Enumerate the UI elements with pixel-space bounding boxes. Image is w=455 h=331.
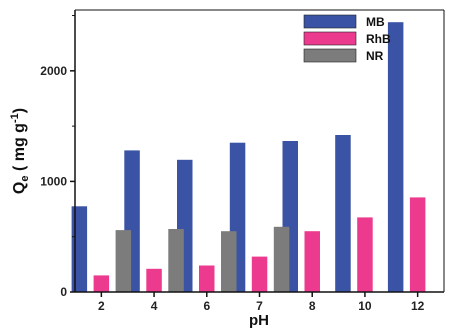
x-tick-label: 6 (203, 299, 210, 313)
y-tick-label: 1000 (40, 174, 67, 188)
y-axis-title-main: Q (11, 182, 28, 194)
bar-mb-ph-12 (387, 22, 404, 292)
y-axis-title-unit-close: ) (11, 108, 28, 113)
x-tick-label: 7 (256, 299, 263, 313)
bar-nr-ph-4 (168, 229, 184, 292)
bar-nr-ph-2 (115, 230, 132, 292)
x-tick-label: 10 (358, 299, 372, 313)
legend: MB RhB NR (303, 14, 391, 63)
x-tick-label: 8 (309, 299, 316, 313)
bar-mb-ph-2 (71, 206, 88, 292)
bar-rhb-ph-7 (251, 256, 268, 292)
y-axis-title-unit-sup: -1 (9, 113, 21, 123)
bar-rhb-ph-8 (304, 231, 320, 292)
x-tick-label: 4 (151, 299, 158, 313)
x-axis-title: pH (249, 312, 269, 329)
y-axis-title-sub: e (19, 175, 31, 181)
y-ticks-group: 0 1000 2000 (40, 15, 75, 299)
bar-mb-ph-10 (335, 135, 351, 292)
x-tick-label: 12 (411, 299, 425, 313)
bar-rhb-ph-10 (357, 217, 373, 292)
legend-label-mb: MB (366, 15, 385, 29)
y-axis-title-unit: ( mg g (11, 123, 28, 175)
bars-group (71, 22, 426, 292)
bar-rhb-ph-12 (409, 197, 426, 292)
x-ticks-group: 2 4 6 7 8 10 12 (98, 292, 425, 313)
y-tick-label: 2000 (40, 64, 67, 78)
bar-nr-ph-7 (273, 226, 290, 292)
legend-label-rhb: RhB (366, 32, 391, 46)
bar-rhb-ph-4 (146, 268, 162, 292)
bar-rhb-ph-6 (199, 265, 215, 292)
legend-swatch-nr (303, 48, 357, 63)
x-tick-label: 2 (98, 299, 105, 313)
legend-label-nr: NR (366, 49, 384, 63)
y-axis-title: Qe ( mg g-1) (9, 108, 31, 194)
bar-nr-ph-6 (221, 231, 237, 292)
bar-rhb-ph-2 (93, 275, 110, 292)
y-tick-label: 0 (60, 285, 67, 299)
legend-swatch-rhb (303, 31, 357, 46)
legend-swatch-mb (303, 14, 357, 29)
